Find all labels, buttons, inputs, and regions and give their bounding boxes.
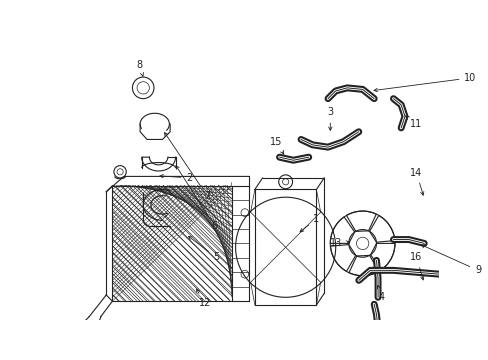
Text: 5: 5 (188, 237, 219, 262)
Text: 11: 11 (405, 116, 422, 129)
Text: 4: 4 (376, 285, 384, 302)
Text: 7: 7 (164, 132, 210, 201)
Text: 10: 10 (373, 73, 476, 92)
Text: 16: 16 (409, 252, 423, 280)
Text: 3: 3 (326, 108, 333, 130)
Text: 2: 2 (160, 173, 192, 183)
Text: 9: 9 (421, 245, 480, 275)
Text: 1: 1 (300, 214, 319, 232)
Text: 6: 6 (176, 166, 218, 231)
Text: 8: 8 (136, 60, 143, 76)
Text: 13: 13 (329, 238, 349, 248)
Text: 14: 14 (409, 167, 423, 195)
Text: 15: 15 (270, 137, 283, 154)
Text: 12: 12 (196, 289, 210, 309)
